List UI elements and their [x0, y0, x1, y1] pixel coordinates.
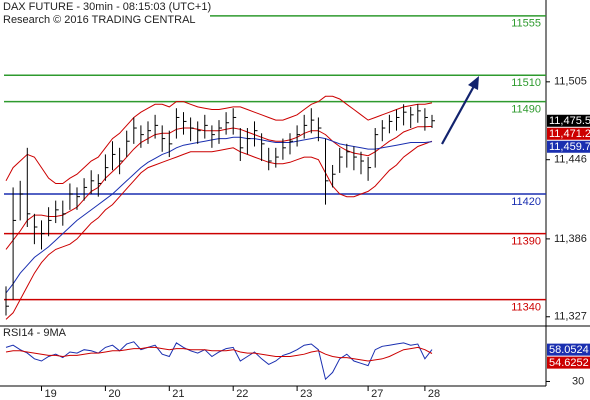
level-label: 11510: [511, 77, 541, 89]
y-tick-label: 11,386: [554, 233, 587, 245]
price-marker-box: [547, 114, 590, 127]
rsi-tick-label: 30: [572, 375, 584, 387]
price-marker-label: 54.6252: [549, 357, 589, 369]
chart-subtitle: Research © 2016 TRADING CENTRAL: [3, 14, 196, 26]
x-tick-label: 28: [428, 388, 440, 400]
price-marker-label: 11,471.2: [549, 128, 590, 140]
y-tick-label: 11,327: [554, 311, 587, 323]
price-marker-box: [547, 343, 590, 356]
price-marker-box: [547, 356, 590, 369]
level-label: 11420: [511, 196, 541, 208]
level-label: 11555: [511, 18, 541, 30]
level-label: 11390: [511, 236, 541, 248]
price-marker-label: 11,475.5: [549, 115, 590, 127]
x-tick-label: 27: [371, 388, 383, 400]
title-backdrop: [0, 0, 210, 28]
level-label: 11340: [511, 302, 541, 314]
rsi-title: RSI14 - 9MA: [3, 327, 67, 339]
rsi-line: [5, 346, 433, 362]
price-marker-box: [547, 140, 590, 153]
price-marker-label: 11,459.7: [549, 141, 590, 153]
x-tick-label: 21: [172, 388, 184, 400]
price-marker-box: [547, 127, 590, 140]
rsi-line: [5, 341, 433, 381]
y-tick-label: 11,505: [554, 76, 587, 88]
y-tick-label: 11,446: [554, 154, 587, 166]
x-tick-label: 22: [236, 388, 248, 400]
overlay-line: [5, 95, 433, 184]
x-tick-label: 19: [45, 388, 57, 400]
level-label: 11490: [511, 104, 541, 116]
price-marker-label: 58.0524: [549, 344, 589, 356]
overlay-line: [5, 140, 433, 320]
chart-title: DAX FUTURE - 30min - 08:15:03 (UTC+1): [3, 1, 211, 13]
forecast-arrowhead: [468, 76, 479, 90]
x-tick-label: 23: [300, 388, 312, 400]
forecast-arrow: [441, 85, 475, 145]
x-tick-label: 20: [108, 388, 120, 400]
